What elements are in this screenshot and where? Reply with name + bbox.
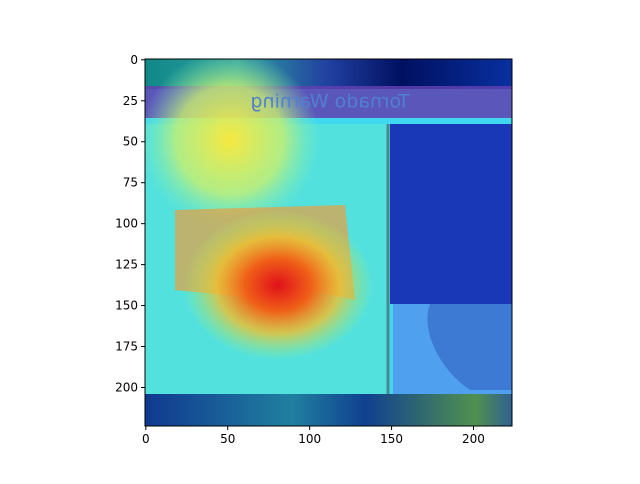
y-tick-label: 0 <box>130 53 138 67</box>
y-tick-label: 100 <box>115 217 138 231</box>
axes-frame <box>144 58 513 427</box>
image-text: Tornado Warning <box>250 91 410 113</box>
x-tick-label: 200 <box>462 432 485 446</box>
y-tick-label: 25 <box>123 94 138 108</box>
x-tick-label: 150 <box>380 432 403 446</box>
x-tick-label: 50 <box>220 432 235 446</box>
x-tick-label: 100 <box>298 432 321 446</box>
y-tick-label: 150 <box>115 299 138 313</box>
y-tick-label: 50 <box>123 135 138 149</box>
y-tick-label: 175 <box>115 340 138 354</box>
x-tick-label: 0 <box>142 432 150 446</box>
y-tick-label: 200 <box>115 380 138 394</box>
heatmap-image: Tornado Warning <box>145 59 512 426</box>
y-tick-label: 125 <box>115 258 138 272</box>
y-tick-label: 75 <box>123 176 138 190</box>
